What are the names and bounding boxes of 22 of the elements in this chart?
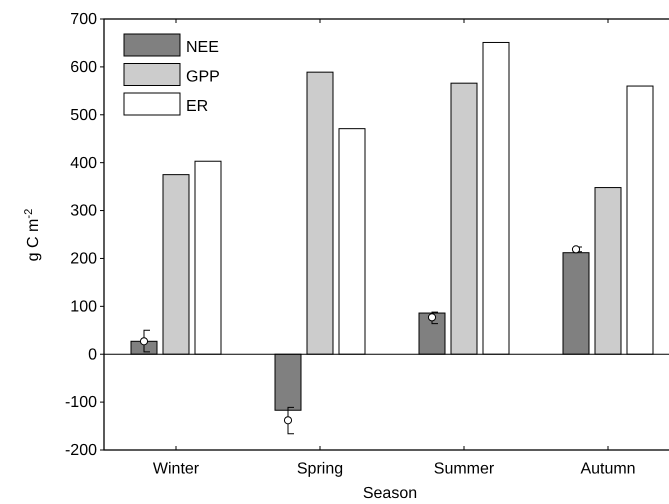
y-tick-label: 500 [70,106,98,124]
y-tick-label: 100 [70,298,98,316]
point [284,416,292,424]
point [140,337,148,346]
legend-label: ER [186,98,208,115]
x-tick-label: Autumn [580,460,636,478]
legend-label: GPP [186,68,220,86]
y-tick-label: 700 [70,11,98,28]
x-axis-title: Season [362,485,418,502]
y-tick-label: 400 [70,154,98,172]
y-tick-label: 300 [70,202,98,220]
point [428,313,436,322]
x-tick-label: Winter [152,460,200,478]
legend-label: NEE [186,39,219,56]
y-tick-label: -200 [64,442,98,460]
y-tick-label: 600 [70,59,98,76]
point [572,245,580,254]
y-tick-label: 0 [88,346,98,364]
x-tick-label: Summer [434,460,495,478]
y-tick-label: 200 [70,250,98,268]
y-tick-label: -100 [64,394,98,412]
x-tick-label: Spring [296,460,344,478]
